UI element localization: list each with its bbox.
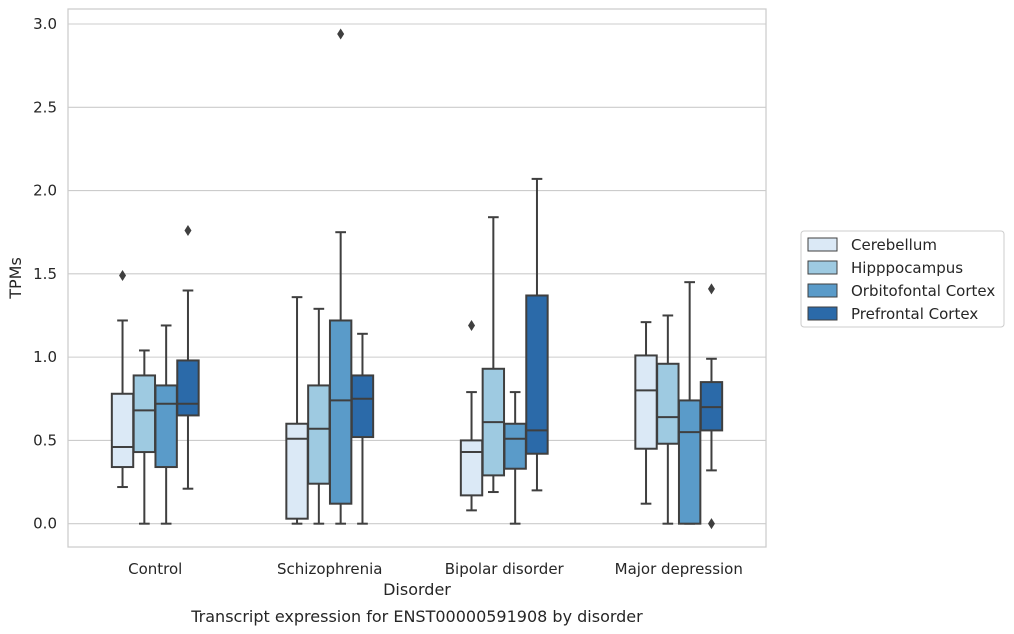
box-group bbox=[285, 296, 309, 525]
y-tick-label: 0.5 bbox=[33, 431, 57, 449]
legend-frame bbox=[800, 230, 1005, 328]
x-tick-labels: Control Schizophrenia Bipolar disorder Majo… bbox=[128, 560, 743, 578]
boxes bbox=[110, 28, 724, 530]
legend-label: Cerebellum bbox=[851, 236, 937, 254]
outlier-marker bbox=[707, 518, 715, 530]
legend-swatch bbox=[807, 306, 838, 321]
x-tick-label: Bipolar disorder bbox=[445, 560, 565, 578]
chart-caption: Transcript expression for ENST0000059190… bbox=[190, 607, 643, 626]
box bbox=[677, 399, 702, 525]
box-group bbox=[110, 270, 135, 489]
y-tick-label: 2.0 bbox=[33, 182, 57, 200]
outlier-marker bbox=[707, 283, 715, 295]
x-axis-label: Disorder bbox=[383, 580, 451, 599]
box-group bbox=[154, 324, 178, 525]
box-group bbox=[656, 314, 680, 525]
plot-frame bbox=[67, 8, 767, 548]
box bbox=[328, 319, 353, 505]
y-tick-label: 3.0 bbox=[33, 15, 57, 33]
y-tick-label: 0.0 bbox=[33, 515, 57, 533]
gridlines bbox=[68, 23, 766, 525]
legend-swatch bbox=[807, 283, 838, 298]
box bbox=[132, 374, 157, 454]
x-tick-label: Major depression bbox=[615, 560, 743, 578]
legend-label: Orbitofontal Cortex bbox=[851, 282, 995, 300]
box bbox=[503, 422, 527, 470]
box-group bbox=[503, 391, 527, 525]
box bbox=[110, 392, 135, 469]
y-tick-labels: 0.0 0.5 1.0 1.5 2.0 2.5 3.0 bbox=[33, 15, 57, 533]
box-group bbox=[328, 28, 353, 525]
legend-label: Hipppocampus bbox=[851, 259, 963, 277]
y-axis-label: TPMs bbox=[6, 257, 25, 300]
x-tick-label: Control bbox=[128, 560, 182, 578]
legend-swatch bbox=[807, 237, 838, 252]
box bbox=[525, 294, 549, 455]
box bbox=[154, 384, 178, 469]
box-group bbox=[307, 307, 331, 525]
box-group bbox=[525, 177, 549, 492]
box bbox=[459, 439, 484, 497]
box bbox=[634, 354, 658, 450]
box bbox=[656, 362, 680, 445]
outlier-marker bbox=[119, 270, 127, 282]
legend-swatch bbox=[807, 260, 838, 275]
box bbox=[307, 384, 331, 485]
y-tick-label: 2.5 bbox=[33, 98, 57, 116]
box-group bbox=[350, 332, 375, 525]
box-group bbox=[699, 283, 724, 530]
box bbox=[350, 374, 375, 439]
box-group bbox=[634, 321, 658, 505]
box-group bbox=[132, 349, 157, 525]
outlier-marker bbox=[184, 225, 192, 237]
outlier-marker bbox=[337, 28, 345, 40]
box bbox=[176, 359, 200, 417]
legend-label: Prefrontal Cortex bbox=[851, 305, 978, 323]
outlier-marker bbox=[468, 319, 476, 331]
y-tick-label: 1.5 bbox=[33, 265, 57, 283]
x-tick-label: Schizophrenia bbox=[277, 560, 382, 578]
legend: Cerebellum Hipppocampus Orbitofontal Corte… bbox=[800, 230, 1005, 328]
box-group bbox=[677, 281, 702, 525]
box-group bbox=[459, 319, 484, 512]
y-tick-label: 1.0 bbox=[33, 348, 57, 366]
box-group bbox=[176, 225, 200, 490]
box-group bbox=[481, 216, 506, 494]
